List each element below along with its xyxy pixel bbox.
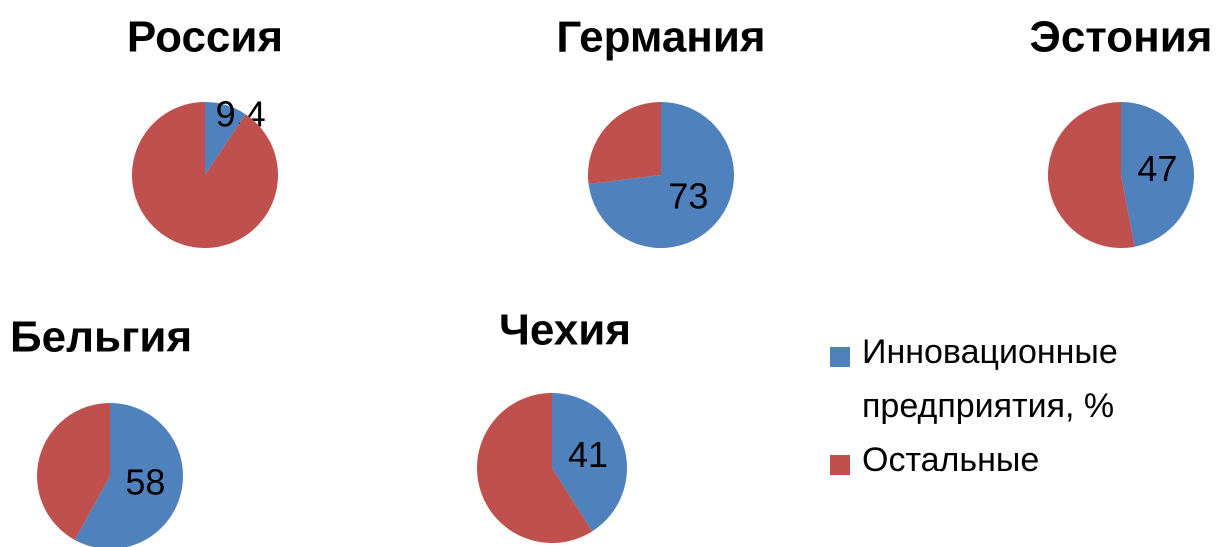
pie-slice [132,102,278,248]
chart-title: Бельгия [10,313,192,362]
data-label: 41 [568,434,608,475]
data-label: 58 [125,462,165,503]
pie-slice [477,393,593,543]
chart-title: Германия [556,13,765,62]
legend-label: Остальные [862,441,1040,479]
chart-title: Россия [127,13,283,62]
pie-slice [588,102,661,185]
pie-slice [588,102,734,248]
pie-slice [74,403,183,547]
pie-slice [1048,102,1135,248]
pie-slice [1121,102,1194,247]
legend-swatch [830,455,850,475]
data-label: 47 [1137,148,1177,189]
legend-swatch [830,347,850,367]
pie-slice [205,102,246,175]
data-label: 73 [668,176,708,217]
legend-label: Инновационные предприятия, % [862,333,1118,425]
pie-slice [552,393,627,532]
chart-title: Эстония [1030,13,1213,62]
pie-slice [36,403,110,540]
chart-title: Чехия [499,306,631,355]
